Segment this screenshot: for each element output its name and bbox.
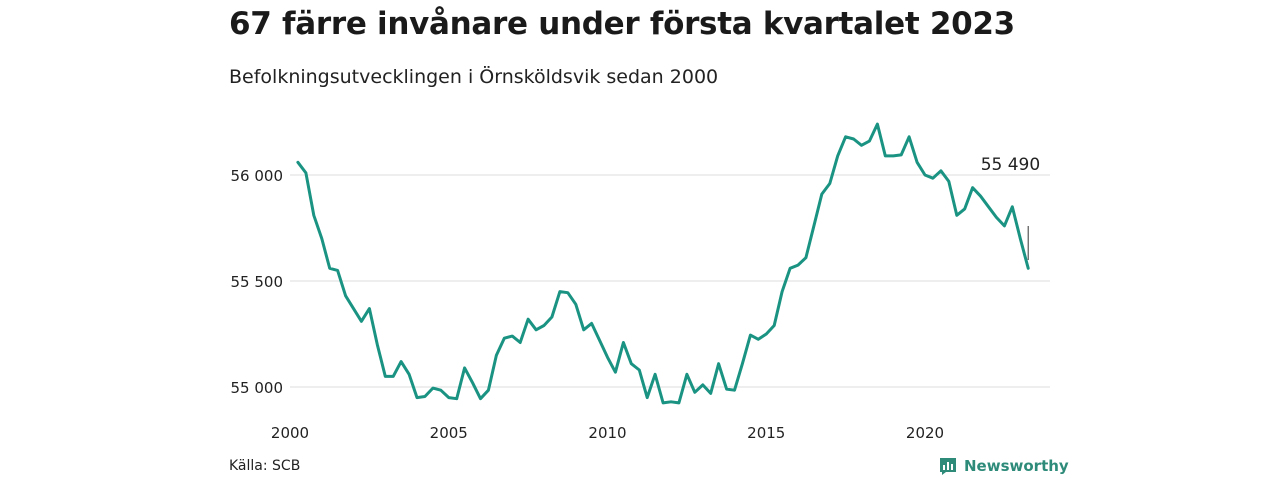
newsworthy-logo-icon bbox=[940, 458, 956, 475]
source-note: Källa: SCB bbox=[229, 458, 301, 474]
x-tick-label: 2020 bbox=[906, 424, 944, 442]
y-tick-label: 56 000 bbox=[231, 167, 284, 185]
chart-subtitle: Befolkningsutvecklingen i Örnsköldsvik s… bbox=[229, 66, 719, 88]
x-tick-label: 2015 bbox=[747, 424, 785, 442]
chart-title: 67 färre invånare under första kvartalet… bbox=[229, 6, 1015, 42]
brand-name: Newsworthy bbox=[964, 457, 1069, 475]
x-tick-label: 2005 bbox=[430, 424, 468, 442]
brand-logo: Newsworthy bbox=[938, 456, 1069, 476]
annotation-label: 55 490 bbox=[981, 155, 1040, 175]
population-series-line bbox=[296, 122, 1030, 405]
y-tick-label: 55 500 bbox=[231, 273, 284, 291]
x-tick-label: 2000 bbox=[271, 424, 309, 442]
x-tick-label: 2010 bbox=[588, 424, 626, 442]
y-tick-label: 55 000 bbox=[231, 379, 284, 397]
